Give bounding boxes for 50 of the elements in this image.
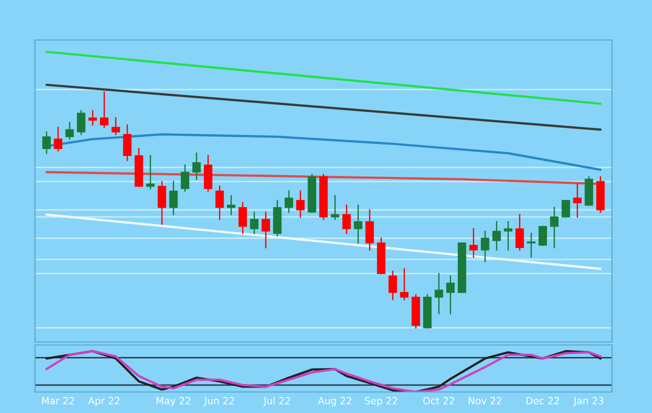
candlestick bbox=[262, 212, 270, 248]
candlestick bbox=[158, 180, 166, 225]
x-tick-label: Sep 22 bbox=[364, 397, 398, 406]
candlestick bbox=[250, 212, 258, 234]
candlestick bbox=[226, 195, 236, 216]
candlestick bbox=[204, 154, 212, 192]
candlestick bbox=[400, 268, 409, 300]
x-tick-label: Jun 22 bbox=[204, 397, 234, 406]
candlestick bbox=[434, 272, 444, 314]
candlestick bbox=[504, 221, 512, 251]
candlestick bbox=[538, 226, 547, 246]
candlestick bbox=[100, 91, 108, 128]
candlestick bbox=[573, 183, 582, 218]
candlestick bbox=[550, 206, 559, 248]
candlestick bbox=[284, 190, 294, 213]
x-tick-label: Mar 22 bbox=[42, 397, 74, 404]
candlestick bbox=[296, 190, 305, 218]
candlestick bbox=[123, 124, 132, 161]
candlestick bbox=[354, 204, 362, 244]
candlestick bbox=[446, 275, 455, 314]
candlestick bbox=[480, 230, 490, 262]
candlestick bbox=[42, 131, 51, 154]
x-tick-label: Jul 22 bbox=[263, 396, 290, 406]
x-tick-label: Aug 22 bbox=[318, 397, 352, 406]
candlestick bbox=[169, 180, 178, 216]
candlestick bbox=[65, 122, 74, 140]
candlestick bbox=[562, 200, 570, 218]
candlestick bbox=[388, 270, 397, 300]
x-tick-label: May 22 bbox=[156, 397, 190, 406]
candlestick bbox=[215, 186, 224, 220]
x-tick-label: Jan 23 bbox=[573, 397, 604, 406]
candlestick bbox=[88, 110, 97, 126]
candlestick bbox=[342, 204, 351, 234]
candlestick bbox=[526, 232, 536, 258]
x-tick-label: Oct 22 bbox=[423, 397, 454, 404]
candlestick bbox=[492, 221, 501, 251]
candlestick bbox=[515, 214, 524, 251]
candlestick bbox=[192, 152, 201, 180]
candlestick bbox=[112, 117, 120, 135]
candlestick bbox=[54, 126, 62, 152]
candlestick bbox=[365, 209, 374, 251]
candlestick bbox=[146, 154, 155, 190]
x-tick-label: Dec 22 bbox=[526, 397, 559, 404]
candlestick bbox=[238, 202, 247, 234]
candlestick bbox=[76, 110, 86, 135]
candlestick bbox=[180, 164, 190, 192]
x-tick-label: Apr 22 bbox=[88, 397, 120, 406]
x-tick-label: Nov 22 bbox=[468, 397, 502, 404]
candlestick bbox=[330, 195, 340, 220]
candlestick bbox=[469, 228, 478, 258]
